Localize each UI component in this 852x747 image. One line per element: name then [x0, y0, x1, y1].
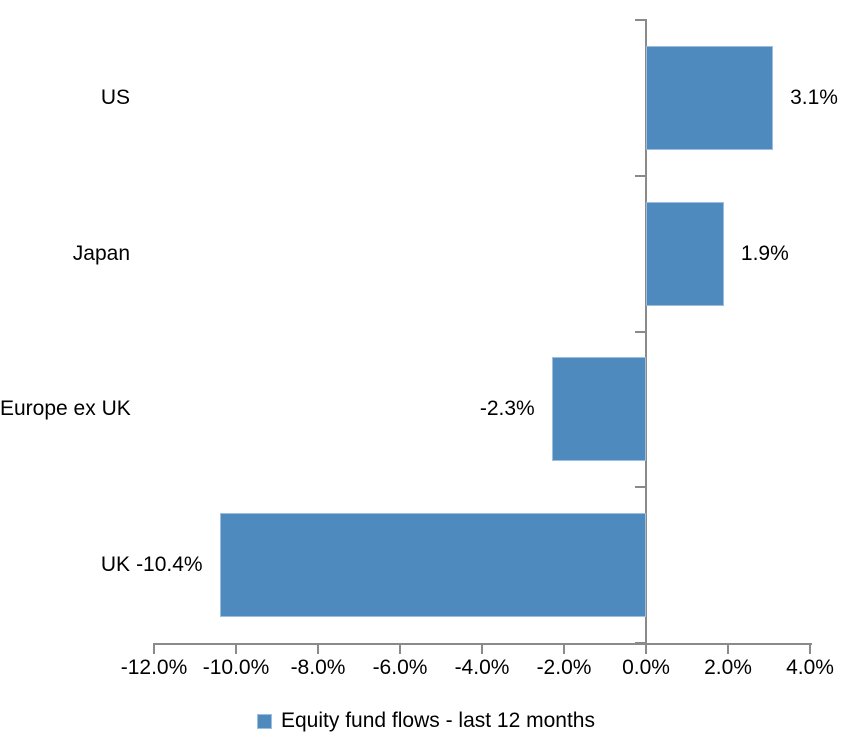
x-tick: [399, 643, 401, 654]
x-tick-label: -6.0%: [372, 656, 428, 679]
x-tick-label: -8.0%: [290, 656, 346, 679]
bar-uk: [219, 513, 646, 618]
x-tick: [481, 643, 483, 654]
x-tick-label: 2.0%: [704, 656, 752, 679]
bar-europe-ex-uk: [551, 357, 646, 462]
data-label-uk: -10.4%: [136, 553, 203, 577]
data-label-us: 3.1%: [790, 85, 838, 109]
bar-us: [646, 45, 774, 150]
legend: Equity fund flows - last 12 months: [0, 705, 852, 737]
x-tick-label: -12.0%: [120, 656, 188, 679]
x-tick: [317, 643, 319, 654]
y-tick: [635, 330, 647, 333]
x-tick: [727, 643, 729, 654]
y-tick: [635, 19, 647, 21]
x-axis-line: [154, 643, 812, 645]
y-axis-line: [645, 20, 647, 654]
category-label-japan: Japan: [72, 241, 130, 265]
x-tick-label: -2.0%: [536, 656, 592, 679]
x-tick: [563, 643, 565, 654]
category-label-europe-ex-uk: Europe ex UK: [0, 397, 131, 421]
x-tick: [153, 643, 155, 654]
y-tick: [635, 642, 647, 644]
x-tick: [235, 643, 237, 654]
data-label-japan: 1.9%: [740, 241, 789, 265]
x-tick-label: -10.0%: [202, 656, 270, 679]
category-label-us: US: [100, 85, 130, 109]
x-tick: [809, 643, 811, 654]
y-tick: [635, 174, 647, 177]
x-tick-label: 0.0%: [622, 656, 670, 679]
x-tick-label: -4.0%: [454, 656, 510, 679]
data-label-europe-ex-uk: -2.3%: [479, 397, 535, 421]
bar-japan: [646, 201, 724, 306]
legend-label: Equity fund flows - last 12 months: [281, 709, 595, 732]
y-tick: [635, 486, 647, 489]
category-label-uk: UK: [100, 553, 130, 577]
x-tick-label: 4.0%: [786, 656, 834, 679]
legend-swatch: [257, 713, 272, 729]
